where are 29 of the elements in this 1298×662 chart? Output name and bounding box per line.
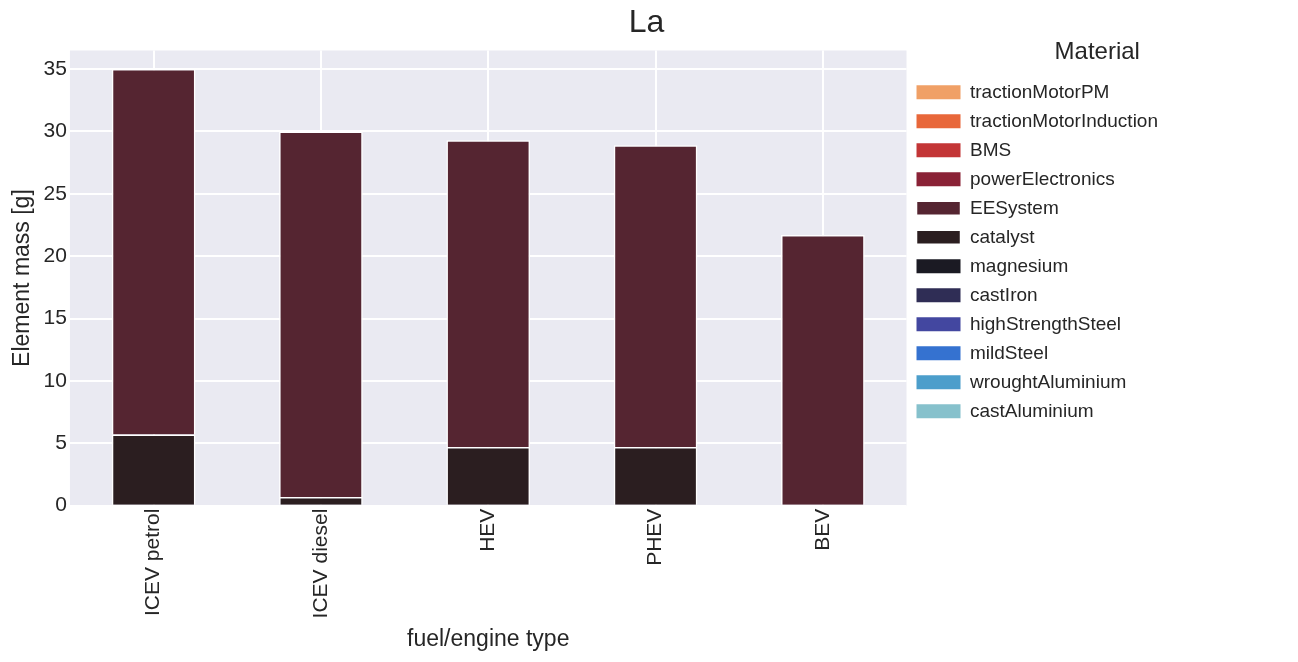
legend-label: castIron xyxy=(970,283,1038,305)
legend-label: tractionMotorPM xyxy=(970,80,1110,102)
legend-label: castAluminium xyxy=(970,399,1094,421)
x-tick-label: PHEV xyxy=(642,508,666,566)
legend-label: magnesium xyxy=(970,254,1069,276)
legend-label: catalyst xyxy=(970,225,1036,247)
legend-label: wroughtAluminium xyxy=(969,370,1127,392)
y-tick-label: 20 xyxy=(43,243,67,267)
y-tick-label: 5 xyxy=(55,430,67,454)
x-tick-label: ICEV diesel xyxy=(307,508,331,619)
y-tick-label: 30 xyxy=(43,118,67,142)
legend-title: Material xyxy=(1054,36,1140,64)
legend-label: BMS xyxy=(970,138,1012,160)
legend-label: mildSteel xyxy=(970,341,1049,363)
y-tick-label: 15 xyxy=(43,305,67,329)
y-tick-label: 0 xyxy=(55,492,67,516)
y-tick-label: 35 xyxy=(43,55,67,79)
chart-title: La xyxy=(628,3,665,40)
y-tick-label: 25 xyxy=(43,180,67,204)
legend-label: highStrengthSteel xyxy=(970,312,1122,334)
x-tick-label: HEV xyxy=(475,508,499,552)
y-tick-label: 10 xyxy=(43,367,67,391)
y-axis-title: Element mass [g] xyxy=(8,189,35,367)
legend-label: EESystem xyxy=(970,196,1059,218)
legend-label: powerElectronics xyxy=(970,167,1115,189)
legend-label: tractionMotorInduction xyxy=(970,109,1159,131)
x-tick-label: BEV xyxy=(809,508,833,551)
x-tick-label: ICEV petrol xyxy=(140,508,164,617)
x-axis-title: fuel/engine type xyxy=(407,624,570,651)
